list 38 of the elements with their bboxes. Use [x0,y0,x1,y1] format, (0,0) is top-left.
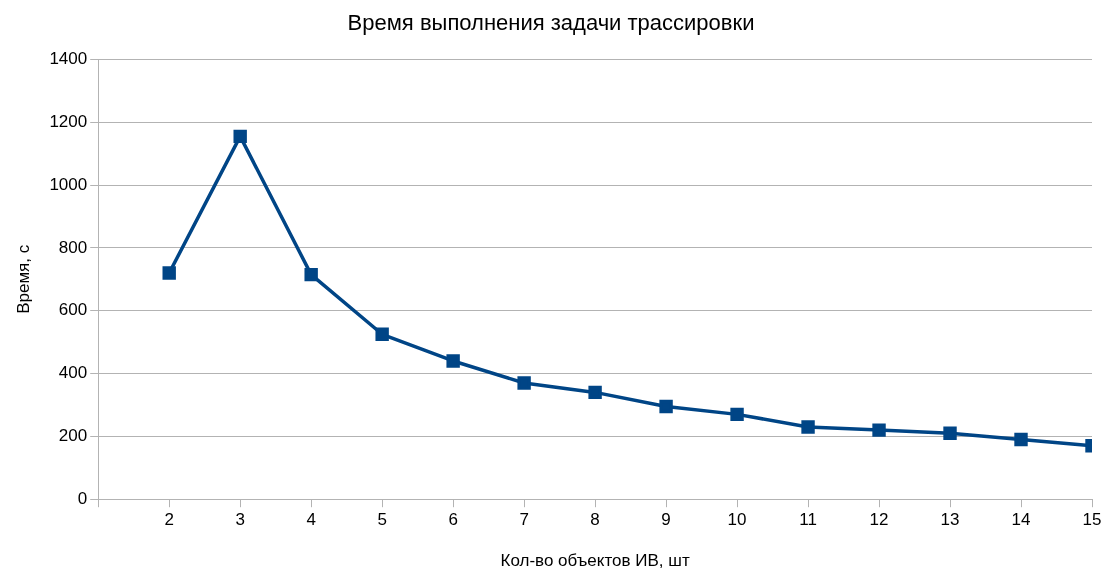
y-tick-label: 1000 [49,174,88,194]
x-tick-label: 9 [661,510,671,530]
x-tick-label: 5 [377,510,387,530]
point [233,129,247,144]
y-tick-label: 200 [58,426,88,446]
point [801,420,815,434]
x-tick-label: 2 [164,510,174,530]
y-tick-label: 1400 [49,49,88,69]
point [659,399,673,414]
x-tick-label: 6 [448,510,458,530]
x-axis-title: Кол-во объектов ИВ, шт [500,551,690,571]
point [872,423,886,437]
y-tick-label: 800 [58,237,88,257]
y-tick-label: 1200 [49,111,88,131]
x-tick-label: 4 [306,510,316,530]
chart-title: Время выполнения задачи трассировки [347,10,755,36]
point [517,376,531,390]
x-tick-label: 8 [590,510,600,530]
y-axis-title: Время, с [13,244,33,314]
point [588,385,602,400]
x-tick-label: 14 [1011,510,1031,530]
point [162,266,176,280]
point [1014,432,1028,447]
y-tick-label: 0 [77,488,88,508]
x-tick-label: 10 [727,510,747,530]
x-tick-label: 12 [869,510,889,530]
x-tick-label: 3 [235,510,245,530]
y-tick-label: 600 [58,300,88,320]
point [375,327,389,341]
y-tick-label: 400 [58,363,88,383]
x-tick-label: 13 [940,510,960,530]
x-tick-label: 15 [1082,510,1102,530]
x-tick-label: 11 [799,510,817,530]
x-tick-label: 7 [519,510,529,530]
point [304,267,318,282]
point [730,407,744,422]
point [943,426,957,440]
point [446,354,460,368]
